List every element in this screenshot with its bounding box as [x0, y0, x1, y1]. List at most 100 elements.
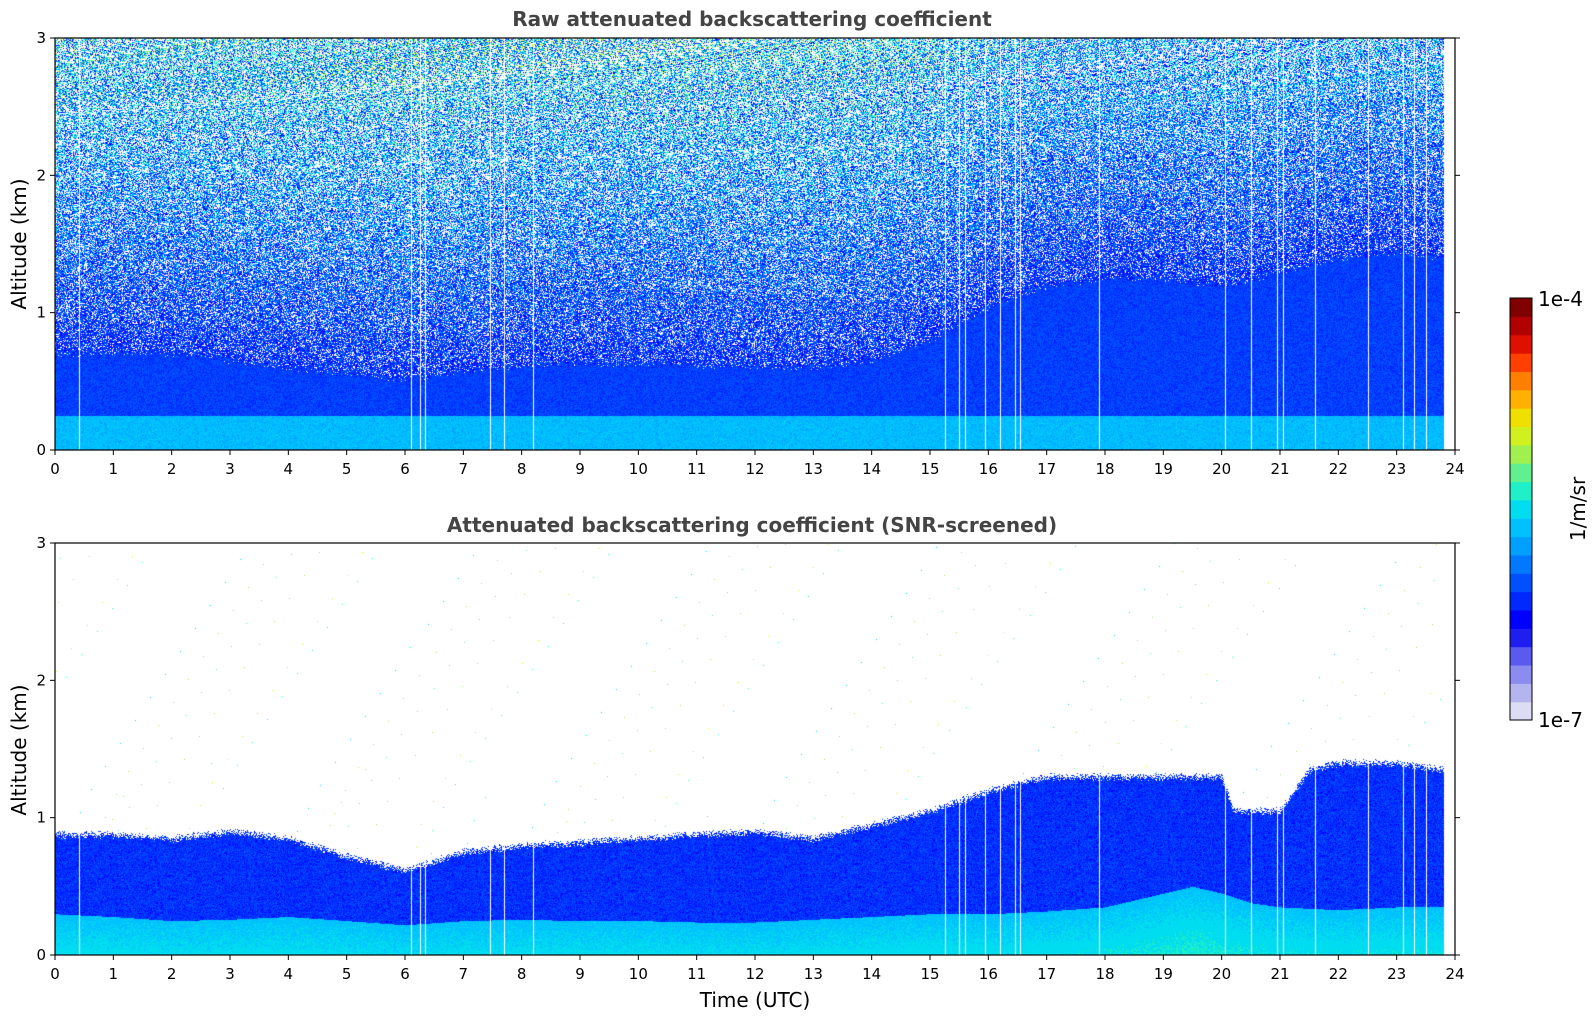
- colorbar-unit-label: 1/m/sr: [1566, 476, 1590, 541]
- x-tick-label: 24: [1445, 460, 1464, 478]
- colorbar-swatch: [1510, 664, 1532, 684]
- colorbar-min-label: 1e-7: [1538, 708, 1583, 732]
- x-tick-label: 18: [1095, 460, 1114, 478]
- panel2-y-label: Altitude (km): [7, 684, 31, 815]
- colorbar-swatch: [1510, 573, 1532, 593]
- x-tick-label: 22: [1329, 965, 1348, 983]
- colorbar: 1e-4 1e-7 1/m/sr: [1509, 287, 1590, 732]
- x-tick-label: 8: [517, 460, 527, 478]
- x-tick-label: 1: [109, 460, 119, 478]
- x-tick-label: 6: [400, 460, 410, 478]
- x-tick-label: 0: [50, 965, 60, 983]
- screened-backscatter-panel: Attenuated backscattering coefficient (S…: [7, 513, 1465, 1012]
- x-tick-label: 3: [225, 965, 235, 983]
- colorbar-swatch: [1510, 444, 1532, 464]
- colorbar-swatch: [1510, 463, 1532, 483]
- x-tick-label: 7: [459, 460, 469, 478]
- x-tick-label: 19: [1154, 965, 1173, 983]
- y-tick-label: 1: [36, 304, 46, 322]
- colorbar-swatch: [1510, 426, 1532, 446]
- x-tick-label: 21: [1270, 965, 1289, 983]
- x-tick-label: 11: [687, 965, 706, 983]
- x-tick-label: 13: [804, 965, 823, 983]
- x-tick-label: 11: [687, 460, 706, 478]
- x-tick-label: 9: [575, 965, 585, 983]
- x-tick-label: 1: [109, 965, 119, 983]
- y-tick-label: 2: [36, 671, 46, 689]
- raw-backscatter-panel: Raw attenuated backscattering coefficien…: [7, 7, 1465, 478]
- colorbar-swatch: [1510, 628, 1532, 648]
- x-tick-label: 2: [167, 965, 177, 983]
- x-tick-label: 0: [50, 460, 60, 478]
- x-tick-label: 4: [284, 460, 294, 478]
- panel2-title: Attenuated backscattering coefficient (S…: [447, 513, 1057, 537]
- colorbar-swatch: [1510, 298, 1532, 317]
- colorbar-swatch: [1510, 408, 1532, 428]
- colorbar-swatch: [1510, 316, 1532, 336]
- panel2-x-axis: 0 1 2 3 4 5 6 7 8 9 10 11 12 13 14 15 16 17 18 19 20 21 22 23 24: [50, 955, 1465, 983]
- x-tick-label: 17: [1037, 965, 1056, 983]
- x-tick-label: 8: [517, 965, 527, 983]
- colorbar-swatches: [1510, 298, 1532, 721]
- x-tick-label: 23: [1387, 965, 1406, 983]
- colorbar-swatch: [1510, 683, 1532, 703]
- x-tick-label: 12: [745, 460, 764, 478]
- colorbar-frame: [1509, 297, 1533, 721]
- x-tick-label: 4: [284, 965, 294, 983]
- x-tick-label: 12: [745, 965, 764, 983]
- x-tick-label: 17: [1037, 460, 1056, 478]
- x-tick-label: 24: [1445, 965, 1464, 983]
- y-tick-label: 0: [36, 441, 46, 459]
- panel1-y-axis: 0 1 2 3: [36, 29, 1460, 459]
- x-tick-label: 10: [629, 965, 648, 983]
- x-tick-label: 2: [167, 460, 177, 478]
- x-tick-label: 15: [920, 965, 939, 983]
- panel1-x-axis: 0 1 2 3 4 5 6 7 8 9 10 11 12 13 14 15 16 17 18 19 20 21 22 23 24: [50, 450, 1465, 478]
- x-tick-label: 9: [575, 460, 585, 478]
- colorbar-swatch: [1510, 334, 1532, 354]
- panel2-heatmap: [55, 543, 1455, 955]
- colorbar-swatch: [1510, 481, 1532, 501]
- colorbar-swatch: [1510, 499, 1532, 519]
- x-tick-label: 23: [1387, 460, 1406, 478]
- panel1-heatmap: [55, 38, 1455, 450]
- x-tick-label: 22: [1329, 460, 1348, 478]
- y-tick-label: 2: [36, 166, 46, 184]
- colorbar-swatch: [1510, 353, 1532, 372]
- colorbar-swatch: [1510, 371, 1532, 391]
- x-tick-label: 18: [1095, 965, 1114, 983]
- x-tick-label: 6: [400, 965, 410, 983]
- x-tick-label: 21: [1270, 460, 1289, 478]
- colorbar-swatch: [1510, 646, 1532, 666]
- x-tick-label: 5: [342, 965, 352, 983]
- panel2-y-axis: 0 1 2 3: [36, 534, 1460, 964]
- x-tick-label: 3: [225, 460, 235, 478]
- panel1-y-label: Altitude (km): [7, 178, 31, 309]
- colorbar-swatch: [1510, 701, 1532, 721]
- colorbar-swatch: [1510, 536, 1532, 556]
- x-tick-label: 14: [862, 460, 881, 478]
- x-tick-label: 14: [862, 965, 881, 983]
- colorbar-swatch: [1510, 609, 1532, 629]
- colorbar-swatch: [1510, 591, 1532, 611]
- x-tick-label: 20: [1212, 965, 1231, 983]
- colorbar-swatch: [1510, 389, 1532, 409]
- x-tick-label: 5: [342, 460, 352, 478]
- x-tick-label: 16: [979, 460, 998, 478]
- colorbar-max-label: 1e-4: [1538, 287, 1583, 311]
- panel1-title: Raw attenuated backscattering coefficien…: [512, 7, 992, 31]
- x-tick-label: 13: [804, 460, 823, 478]
- y-tick-label: 1: [36, 809, 46, 827]
- x-tick-label: 15: [920, 460, 939, 478]
- y-tick-label: 3: [36, 534, 46, 552]
- panel2-x-label: Time (UTC): [699, 988, 811, 1012]
- x-tick-label: 20: [1212, 460, 1231, 478]
- x-tick-label: 16: [979, 965, 998, 983]
- x-tick-label: 19: [1154, 460, 1173, 478]
- colorbar-swatch: [1510, 554, 1532, 574]
- y-tick-label: 3: [36, 29, 46, 47]
- x-tick-label: 10: [629, 460, 648, 478]
- y-tick-label: 0: [36, 946, 46, 964]
- colorbar-swatch: [1510, 518, 1532, 538]
